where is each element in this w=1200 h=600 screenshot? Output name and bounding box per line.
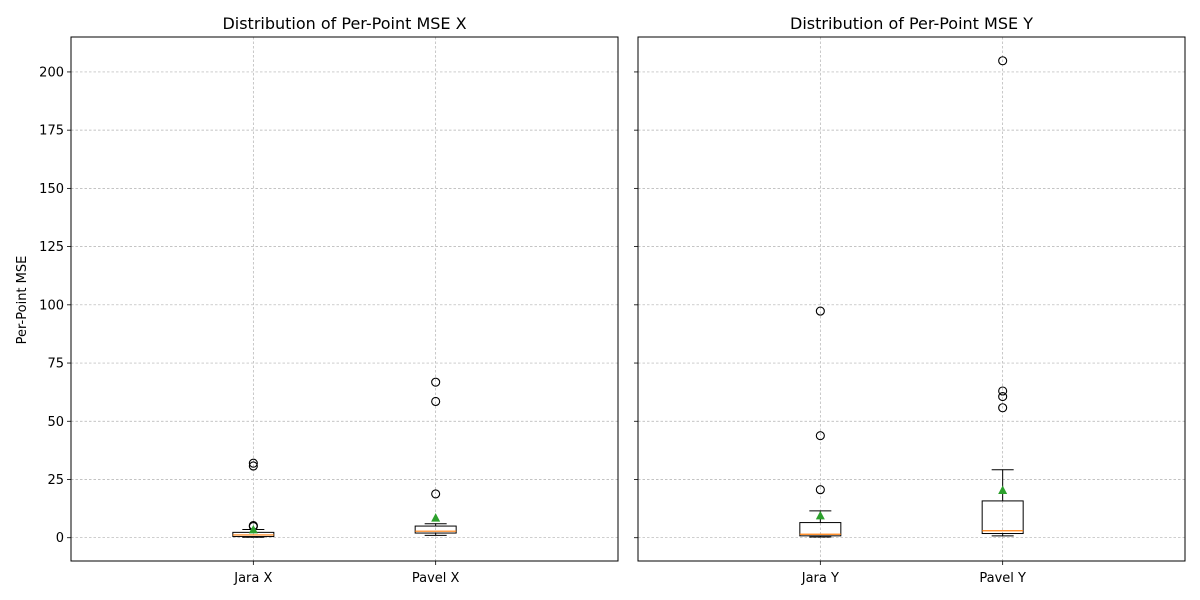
outlier-point: [998, 392, 1008, 402]
y-tick-label: 125: [39, 240, 64, 255]
box-body: [981, 500, 1024, 535]
outlier-point: [998, 56, 1008, 66]
box-pavel-y: [981, 56, 1024, 537]
chart-title: Distribution of Per-Point MSE X: [222, 14, 466, 33]
chart-panel-2: Jara Y Pavel Y Distribution of Per-Point M…: [634, 14, 1186, 586]
mean-marker: [431, 513, 441, 522]
box-jara-x: [232, 458, 275, 538]
outlier-point: [431, 377, 441, 387]
y-axis-label: Per-Point MSE: [15, 256, 30, 345]
y-tick-label: 200: [39, 65, 64, 80]
mean-marker: [815, 510, 825, 520]
x-tick-label: Pavel X: [412, 571, 460, 586]
y-tick-label: 100: [39, 298, 64, 313]
chart-panel-1: 0 25 50 75 100 125 150 175 200 Jara X Pavel X Distr…: [39, 14, 619, 586]
outlier-point: [815, 306, 825, 316]
mean-marker: [248, 524, 258, 534]
y-tick-label: 0: [56, 531, 64, 546]
chart-panels: 0 25 50 75 100 125 150 175 200 Jara X Pavel X Distr…: [39, 14, 1186, 586]
y-tick-label: 50: [47, 415, 64, 430]
box-pavel-x: [414, 377, 457, 536]
y-tick-label: 175: [39, 124, 64, 139]
outlier-point: [998, 386, 1008, 396]
outlier-point: [815, 485, 825, 495]
outlier-point: [248, 458, 258, 468]
x-tick-label: Pavel Y: [979, 571, 1026, 586]
box-jara-y: [799, 306, 842, 538]
y-tick-label: 150: [39, 182, 64, 197]
chart-title: Distribution of Per-Point MSE Y: [790, 14, 1033, 33]
axes-frame: [637, 36, 1186, 562]
outlier-point: [431, 396, 441, 407]
box-body: [799, 522, 842, 537]
outlier-point: [431, 489, 441, 499]
y-tick-label: 75: [47, 357, 64, 372]
x-tick-label: Jara Y: [801, 571, 839, 586]
x-tick-label: Jara X: [233, 571, 272, 586]
mean-marker: [998, 485, 1008, 494]
y-tick-label: 25: [47, 473, 64, 488]
axes-frame: [70, 36, 619, 562]
outlier-point: [998, 403, 1008, 413]
outlier-point: [248, 461, 258, 471]
outlier-point: [815, 431, 825, 441]
box-body: [414, 525, 457, 534]
